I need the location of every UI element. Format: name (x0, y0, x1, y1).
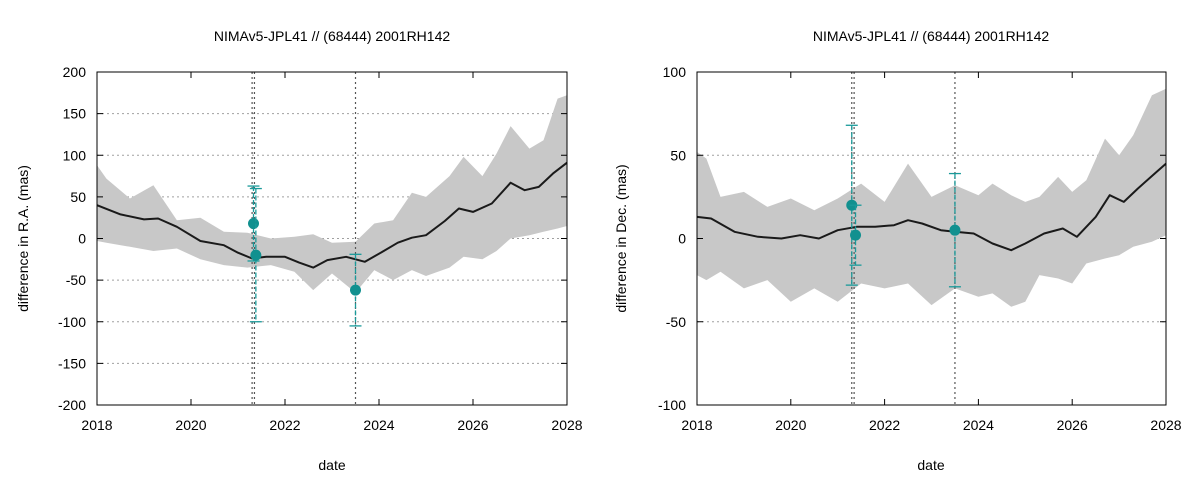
observation-point (949, 224, 961, 236)
y-tick-label: -150 (58, 355, 86, 371)
uncertainty-band (97, 95, 567, 293)
x-tick-label: 2026 (1057, 417, 1088, 433)
x-tick-label: 2022 (269, 417, 300, 433)
x-axis-label: date (917, 457, 944, 473)
y-tick-label: -50 (666, 314, 686, 330)
model-difference-line (696, 162, 1167, 252)
x-tick-label: 2018 (681, 417, 712, 433)
observation-point (350, 284, 361, 296)
x-tick-label: 2020 (775, 417, 806, 433)
x-tick-label: 2024 (363, 417, 394, 433)
x-tick-label: 2018 (81, 417, 112, 433)
y-tick-label: 0 (678, 231, 686, 247)
x-tick-label: 2028 (1150, 417, 1181, 433)
x-tick-label: 2022 (869, 417, 900, 433)
y-tick-label: 0 (78, 231, 86, 247)
model-difference-line (96, 161, 568, 269)
x-tick-label: 2026 (457, 417, 488, 433)
y-tick-label: -100 (58, 314, 86, 330)
x-tick-label: 2028 (551, 417, 582, 433)
x-tick-label: 2020 (175, 417, 206, 433)
ra-difference-chart: NIMAv5-JPL41 // (68444) 2001RH142 -200 -1… (15, 28, 583, 473)
observation-point (248, 218, 260, 230)
y-tick-label: -50 (66, 272, 86, 288)
x-axis-label: date (318, 457, 345, 473)
dec-difference-chart: NIMAv5-JPL41 // (68444) 2001RH142 -100 -5… (613, 28, 1182, 473)
x-tick-label: 2024 (963, 417, 994, 433)
observation-point (250, 249, 262, 261)
uncertainty-band (697, 88, 1166, 307)
y-tick-label: 50 (670, 147, 686, 163)
chart-title: NIMAv5-JPL41 // (68444) 2001RH142 (214, 28, 451, 44)
y-axis-label: difference in R.A. (mas) (15, 165, 31, 312)
y-tick-label: 100 (663, 64, 687, 80)
y-tick-label: -100 (658, 397, 686, 413)
y-tick-label: 50 (70, 189, 86, 205)
y-tick-label: -200 (58, 397, 86, 413)
y-tick-label: 100 (63, 147, 87, 163)
y-tick-label: 200 (63, 64, 87, 80)
chart-title: NIMAv5-JPL41 // (68444) 2001RH142 (813, 28, 1050, 44)
observation-point (850, 229, 862, 241)
y-axis-label: difference in Dec. (mas) (613, 164, 629, 312)
y-tick-label: 150 (63, 106, 87, 122)
